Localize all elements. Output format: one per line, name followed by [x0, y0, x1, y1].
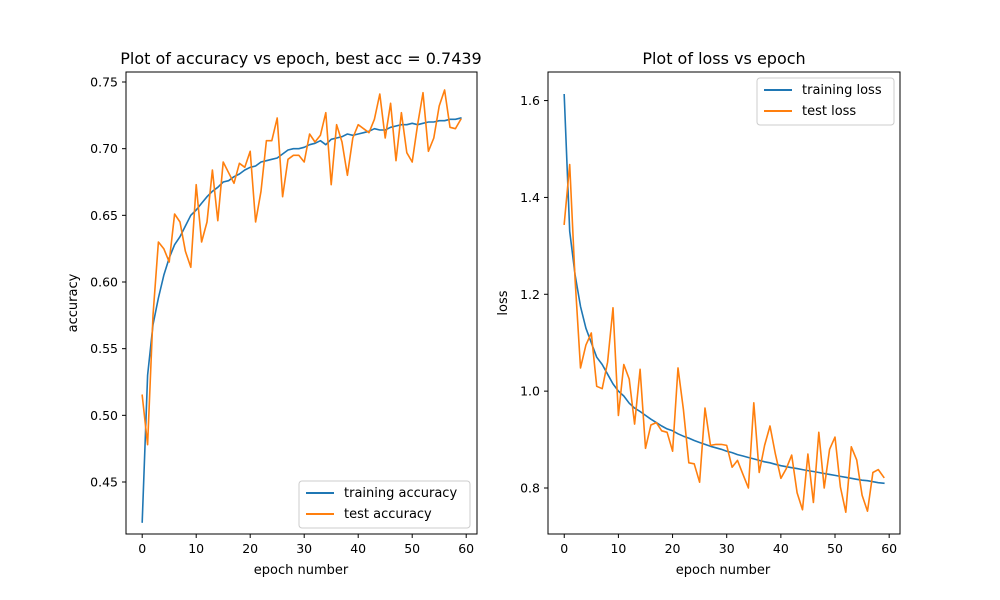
x-tick-label: 20	[665, 541, 681, 556]
series-line-test-loss	[563, 163, 885, 514]
loss-chart-series	[563, 93, 885, 514]
loss-chart-ylabel: loss	[496, 290, 511, 315]
loss-chart-x-ticks: 0 10 20 30 40 50 60	[560, 534, 897, 556]
accuracy-chart-x-ticks: 0 10 20 30 40 50 60	[138, 534, 474, 556]
x-tick-label: 0	[560, 541, 568, 556]
x-tick-label: 30	[719, 541, 735, 556]
x-tick-label: 60	[458, 541, 474, 556]
legend-label-test-loss: test loss	[802, 104, 856, 119]
loss-chart-title: Plot of loss vs epoch	[642, 49, 805, 68]
loss-chart-xlabel: epoch number	[676, 563, 771, 578]
x-tick-label: 60	[881, 541, 897, 556]
y-tick-label: 1.6	[520, 93, 540, 108]
loss-chart-legend: training loss test loss	[756, 77, 895, 126]
loss-chart-axes-frame	[547, 71, 901, 535]
y-tick-label: 0.75	[90, 75, 118, 90]
x-tick-label: 40	[350, 541, 366, 556]
loss-chart-y-ticks: 0.8 1.0 1.2 1.4 1.6	[520, 93, 548, 495]
y-tick-label: 0.55	[90, 341, 118, 356]
accuracy-chart-y-ticks: 0.45 0.50 0.55 0.60 0.65 0.70 0.75	[90, 75, 126, 490]
x-tick-label: 50	[404, 541, 420, 556]
x-tick-label: 40	[773, 541, 789, 556]
series-line-training-accuracy	[141, 117, 462, 523]
y-tick-label: 1.0	[520, 384, 540, 399]
legend-label-training-loss: training loss	[802, 83, 882, 98]
y-tick-label: 0.50	[90, 408, 118, 423]
x-tick-label: 10	[610, 541, 626, 556]
legend-label-test-accuracy: test accuracy	[344, 507, 432, 522]
accuracy-legend-frame	[298, 480, 471, 529]
x-tick-label: 0	[138, 541, 146, 556]
accuracy-chart-series	[141, 89, 462, 523]
series-line-test-accuracy	[141, 89, 462, 446]
y-tick-label: 0.8	[520, 480, 540, 495]
loss-chart: Plot of loss vs epoch epoch number loss …	[496, 49, 901, 578]
y-tick-label: 0.65	[90, 208, 118, 223]
accuracy-chart-title: Plot of accuracy vs epoch, best acc = 0.…	[120, 49, 481, 68]
accuracy-chart-legend: training accuracy test accuracy	[298, 480, 471, 529]
y-tick-label: 0.45	[90, 475, 118, 490]
y-tick-label: 0.60	[90, 275, 118, 290]
accuracy-chart-xlabel: epoch number	[254, 563, 349, 578]
y-tick-label: 0.70	[90, 141, 118, 156]
y-tick-label: 1.2	[520, 287, 540, 302]
legend-label-training-accuracy: training accuracy	[344, 486, 457, 501]
y-tick-label: 1.4	[520, 190, 540, 205]
x-tick-label: 20	[242, 541, 258, 556]
accuracy-chart: Plot of accuracy vs epoch, best acc = 0.…	[66, 49, 482, 578]
x-tick-label: 30	[296, 541, 312, 556]
x-tick-label: 50	[827, 541, 843, 556]
accuracy-chart-ylabel: accuracy	[66, 273, 81, 332]
accuracy-chart-axes-frame	[125, 71, 478, 535]
x-tick-label: 10	[188, 541, 204, 556]
